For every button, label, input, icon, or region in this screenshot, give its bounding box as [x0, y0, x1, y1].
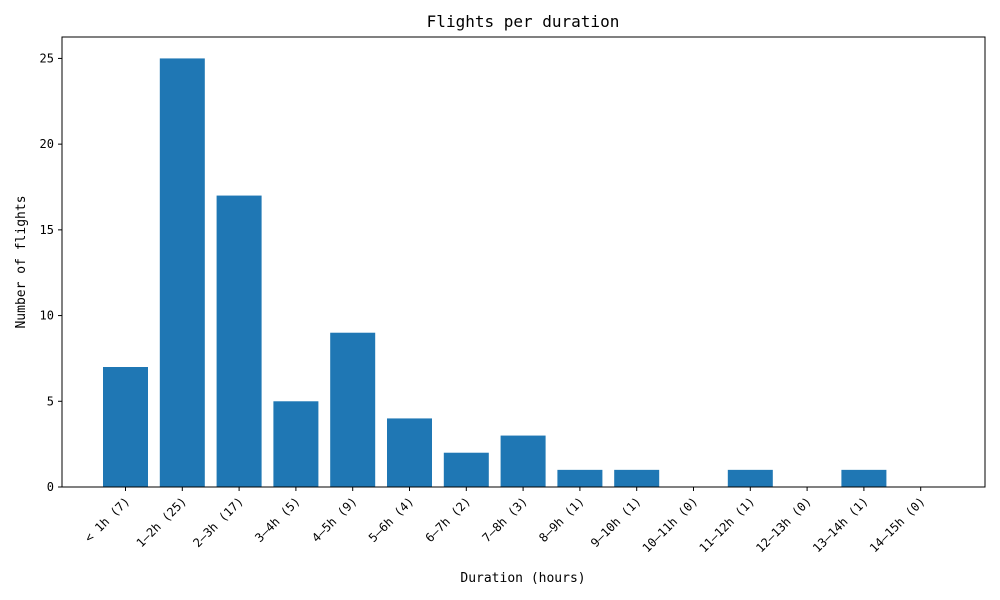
- x-axis-label: Duration (hours): [460, 571, 585, 586]
- y-axis: 0 5 10 15 20 25: [40, 51, 62, 494]
- x-tick-label: < 1h (7): [82, 494, 133, 545]
- y-tick-label: 20: [40, 137, 54, 151]
- plot-frame: [61, 36, 986, 488]
- x-tick-label: 4–5h (9): [309, 494, 360, 545]
- bar: [159, 58, 205, 488]
- bar: [500, 435, 546, 487]
- x-tick-label: 12–13h (0): [753, 494, 814, 555]
- x-tick-label: 9–10h (1): [588, 494, 644, 550]
- bar: [387, 418, 432, 487]
- bars-group: [103, 58, 887, 488]
- bar: [557, 469, 603, 487]
- bar: [443, 452, 489, 487]
- x-tick-label: 14–15h (0): [867, 494, 928, 555]
- y-tick-label: 5: [47, 394, 54, 408]
- bar: [727, 469, 773, 487]
- bar: [330, 332, 376, 487]
- x-tick-label: 2–3h (17): [190, 494, 246, 550]
- bar: [273, 401, 319, 487]
- x-axis: < 1h (7) 1–2h (25) 2–3h (17) 3–4h (5) 4–5h (…: [82, 487, 928, 555]
- bar: [216, 195, 262, 488]
- y-tick-label: 15: [40, 223, 54, 237]
- y-tick-label: 25: [40, 51, 54, 65]
- bar: [614, 469, 660, 487]
- y-tick-label: 10: [40, 309, 54, 323]
- x-tick-label: 5–6h (4): [366, 494, 417, 545]
- x-tick-label: 10–11h (0): [640, 494, 701, 555]
- x-tick-label: 8–9h (1): [536, 494, 587, 545]
- x-tick-label: 3–4h (5): [252, 494, 303, 545]
- x-tick-label: 13–14h (1): [810, 494, 871, 555]
- x-tick-label: 6–7h (2): [423, 494, 474, 545]
- x-tick-label: 11–12h (1): [696, 494, 757, 555]
- x-tick-label: 7–8h (3): [479, 494, 530, 545]
- chart-title: Flights per duration: [427, 12, 620, 31]
- y-tick-label: 0: [47, 480, 54, 494]
- x-tick-label: 1–2h (25): [134, 494, 190, 550]
- bar: [103, 367, 148, 487]
- y-axis-label: Number of flights: [14, 195, 29, 328]
- bar: [841, 469, 887, 487]
